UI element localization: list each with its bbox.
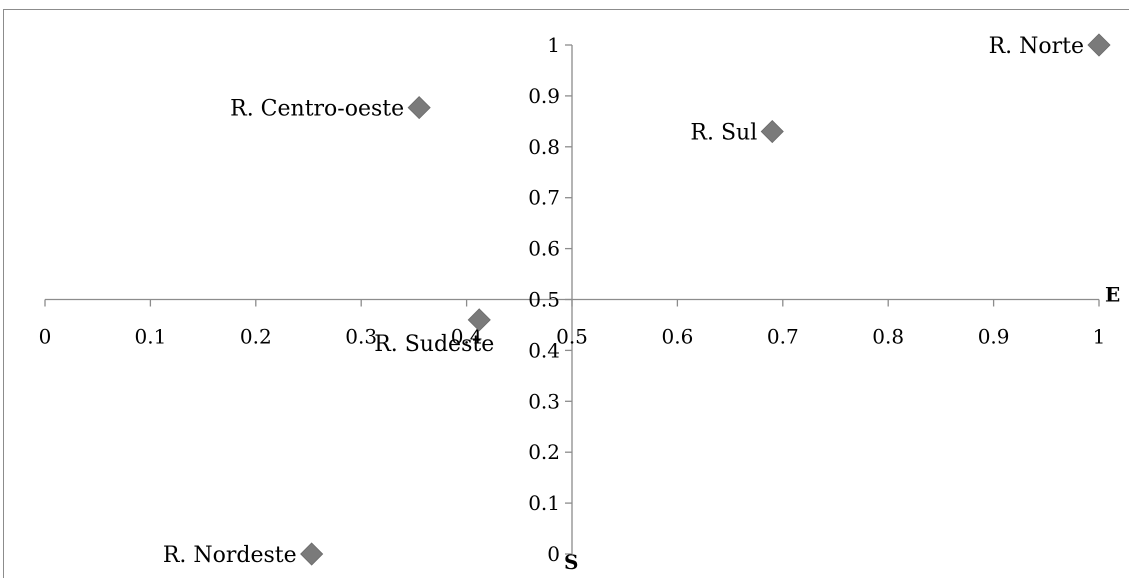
x-tick-label: 0.7 xyxy=(767,325,799,349)
x-tick-label: 0.5 xyxy=(556,325,588,349)
y-axis-label: S xyxy=(564,550,578,574)
x-tick-label: 0 xyxy=(39,325,52,349)
y-tick-label: 0.3 xyxy=(528,389,560,413)
data-point-label: R. Sudeste xyxy=(374,332,494,357)
data-point-marker xyxy=(407,96,431,120)
x-tick-label: 0.6 xyxy=(661,325,693,349)
data-point-marker xyxy=(1087,33,1111,57)
x-tick-label: 0.1 xyxy=(134,325,166,349)
x-tick-label: 0.2 xyxy=(240,325,272,349)
point-labels-group: R. Norte R. Centro-oeste R. Sul R. Sudeste R… xyxy=(163,34,1084,568)
x-tick-label: 1 xyxy=(1093,325,1106,349)
x-axis-label: E xyxy=(1105,283,1120,307)
y-tick-label: 0.2 xyxy=(528,440,560,464)
x-tick-label: 0.9 xyxy=(978,325,1010,349)
data-point-marker xyxy=(760,119,784,144)
y-tick-label: 1 xyxy=(547,33,560,57)
data-point-marker xyxy=(300,542,324,566)
y-tick-label: 0.5 xyxy=(528,288,560,312)
y-tick-label: 0.7 xyxy=(528,186,560,210)
data-points-group xyxy=(300,33,1111,566)
x-tick-label: 0.8 xyxy=(872,325,904,349)
y-tick-label: 0.9 xyxy=(528,84,560,108)
data-point-label: R. Sul xyxy=(690,121,757,146)
axes-group xyxy=(44,44,1100,555)
y-tick-label: 0.4 xyxy=(528,338,560,362)
y-tick-label: 0 xyxy=(547,542,560,566)
data-point-label: R. Centro-oeste xyxy=(230,97,404,122)
data-point-label: R. Nordeste xyxy=(163,543,297,568)
chart-frame xyxy=(3,9,1129,578)
x-tick-label: 0.3 xyxy=(345,325,377,349)
data-point-label: R. Norte xyxy=(989,34,1084,59)
y-tick-label: 0.6 xyxy=(528,237,560,261)
y-tick-label: 0.8 xyxy=(528,135,560,159)
y-tick-label: 0.1 xyxy=(528,491,560,515)
data-point-marker xyxy=(467,308,491,332)
tick-labels-group: 0 0.1 0.2 0.3 0.4 0.5 0.6 0.7 0.8 0.9 100.10.20.30… xyxy=(39,33,1106,566)
